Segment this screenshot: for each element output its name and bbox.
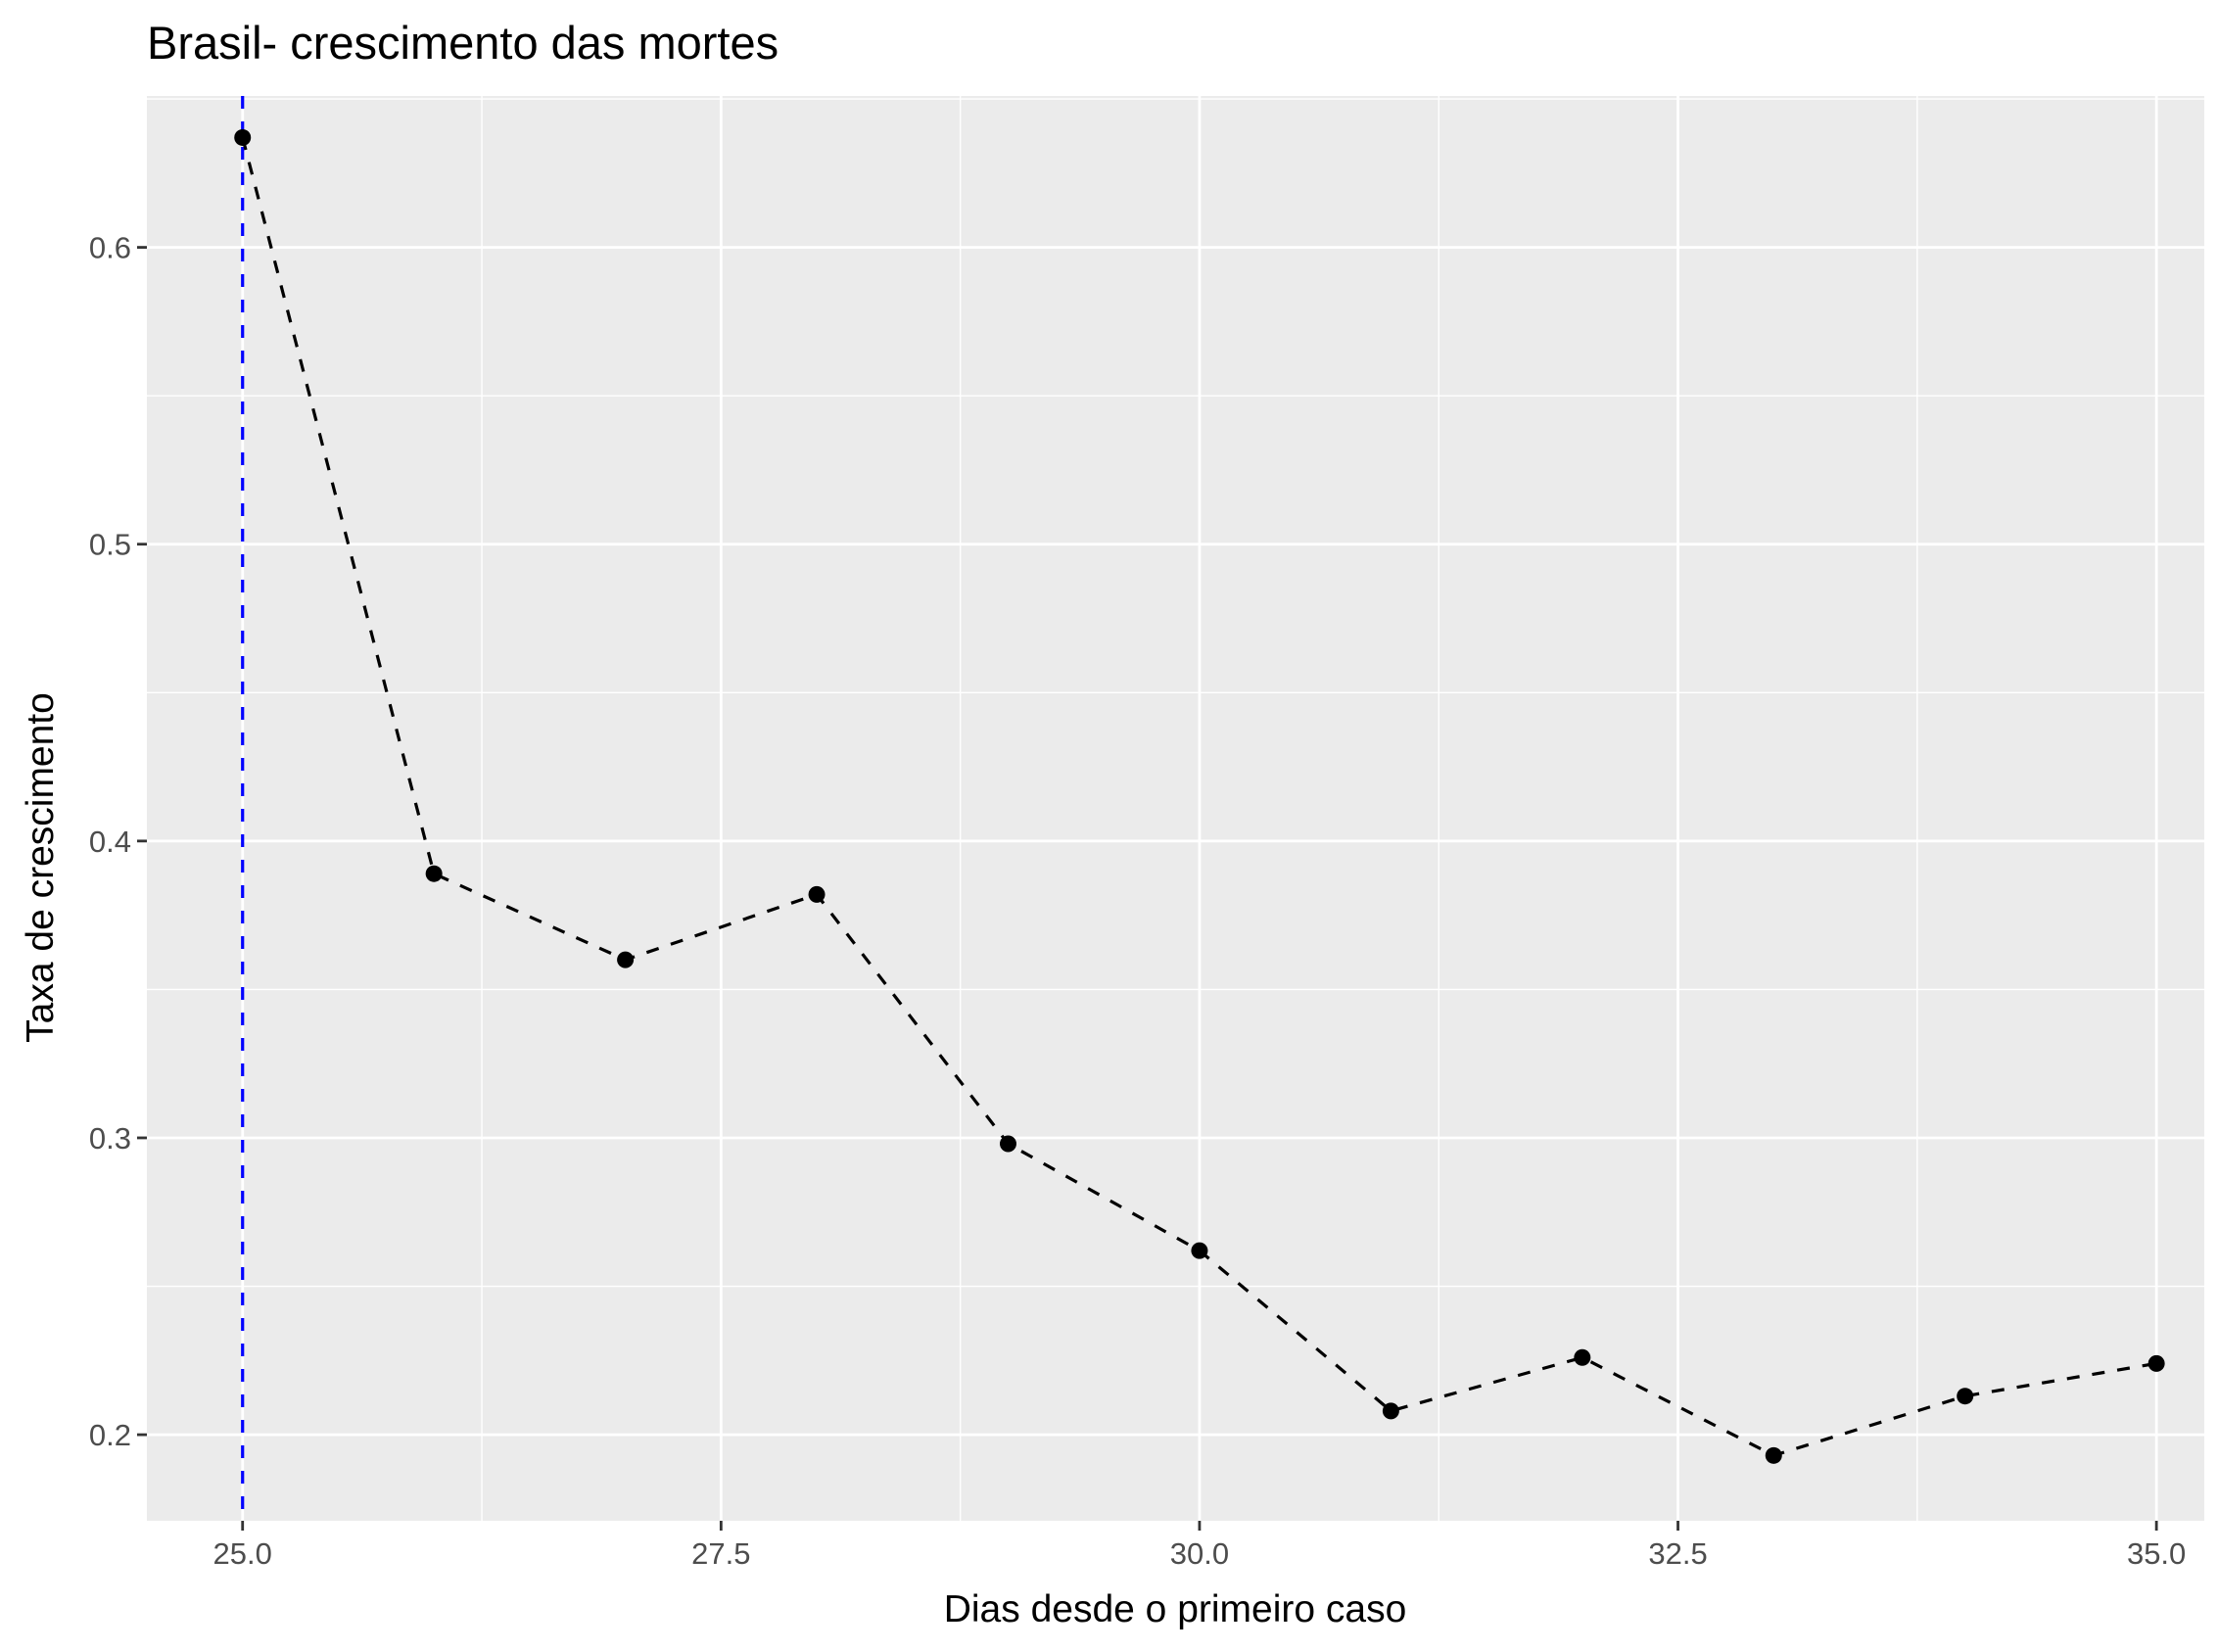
data-point [999,1135,1016,1153]
chart-title: Brasil- crescimento das mortes [147,17,779,69]
data-point [617,951,635,968]
x-tick-label: 32.5 [1648,1536,1707,1571]
x-tick-label: 27.5 [691,1536,750,1571]
y-axis: 0.2 0.3 0.4 0.5 0.6 [89,231,147,1452]
x-tick-label: 25.0 [213,1536,272,1571]
minor-gridlines [147,96,2204,1521]
data-point [1574,1348,1591,1366]
y-tick-label: 0.3 [89,1121,131,1156]
data-point [234,128,252,146]
y-tick-label: 0.6 [89,231,131,265]
data-point [1957,1388,1974,1405]
data-point [2147,1354,2165,1372]
x-axis: 25.0 27.5 30.0 32.5 35.0 [213,1521,2186,1571]
data-point [1191,1242,1208,1259]
y-tick-label: 0.4 [89,825,131,859]
data-point [425,865,443,882]
data-point [808,885,826,903]
data-point [1765,1446,1782,1464]
x-axis-title: Dias desde o primeiro caso [944,1588,1407,1630]
x-tick-label: 35.0 [2127,1536,2186,1571]
y-tick-label: 0.2 [89,1418,131,1452]
y-tick-label: 0.5 [89,528,131,562]
x-tick-label: 30.0 [1170,1536,1229,1571]
data-point [1382,1402,1399,1420]
major-gridlines [147,96,2204,1521]
y-axis-title: Taxa de crescimento [20,692,62,1043]
points-layer [234,128,2165,1464]
plot-panel [147,96,2204,1521]
